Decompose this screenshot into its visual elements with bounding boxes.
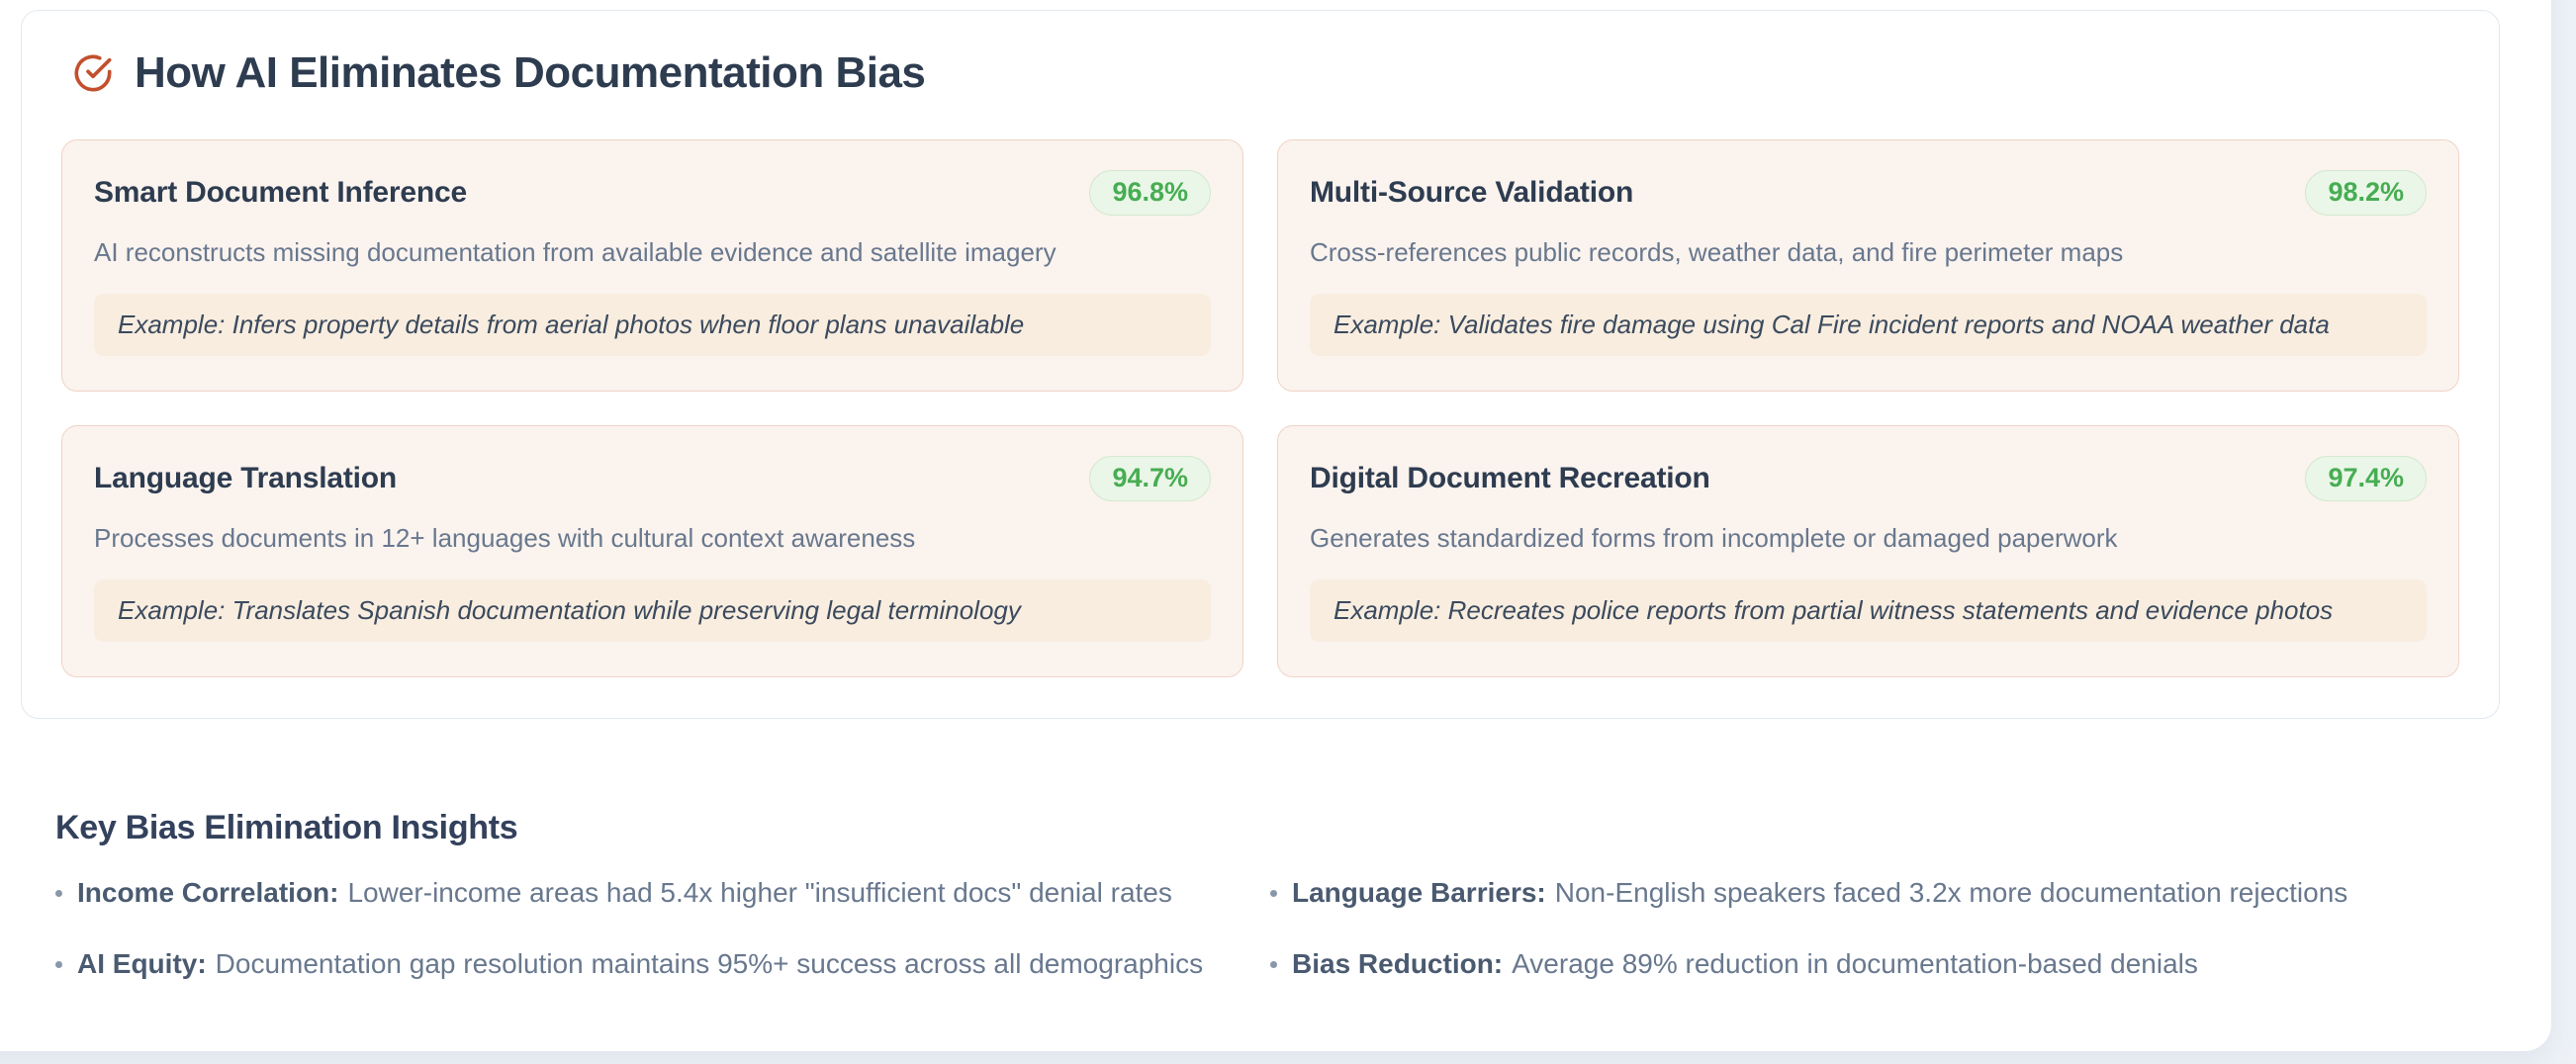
insights-section: Key Bias Elimination Insights Income Cor…	[55, 809, 2509, 980]
success-rate-badge: 98.2%	[2305, 170, 2427, 216]
features-grid: Smart Document Inference 96.8% AI recons…	[61, 139, 2459, 677]
insight-item-ai-equity: AI Equity: Documentation gap resolution …	[55, 948, 1270, 980]
bullet-dot	[1270, 960, 1277, 968]
feature-header: Language Translation 94.7%	[94, 456, 1211, 501]
insight-item-language-barriers: Language Barriers: Non-English speakers …	[1270, 877, 2509, 909]
example-text: Example: Translates Spanish documentatio…	[118, 594, 1021, 625]
example-text: Example: Validates fire damage using Cal…	[1334, 309, 2330, 339]
insight-item-income-correlation: Income Correlation: Lower-income areas h…	[55, 877, 1270, 909]
insights-heading: Key Bias Elimination Insights	[55, 809, 518, 846]
insight-text: Average 89% reduction in documentation-b…	[1512, 948, 2198, 979]
example-text: Example: Infers property details from ae…	[118, 309, 1025, 339]
insight-label: AI Equity:	[77, 948, 207, 979]
feature-description: AI reconstructs missing documentation fr…	[94, 236, 1057, 267]
success-rate-badge: 94.7%	[1089, 456, 1211, 501]
insights-grid: Income Correlation: Lower-income areas h…	[55, 877, 2509, 980]
feature-description: Generates standardized forms from incomp…	[1310, 522, 2118, 553]
feature-header: Smart Document Inference 96.8%	[94, 170, 1211, 216]
insight-label: Bias Reduction:	[1292, 948, 1504, 979]
example-box: Example: Infers property details from ae…	[94, 293, 1211, 356]
success-rate-badge: 97.4%	[2305, 456, 2427, 501]
feature-description: Processes documents in 12+ languages wit…	[94, 522, 916, 553]
example-box: Example: Translates Spanish documentatio…	[94, 578, 1211, 642]
bullet-dot	[55, 889, 62, 897]
check-circle-icon	[73, 53, 113, 93]
feature-card-smart-document-inference: Smart Document Inference 96.8% AI recons…	[61, 139, 1243, 392]
feature-header: Digital Document Recreation 97.4%	[1310, 456, 2427, 501]
success-rate-badge: 96.8%	[1089, 170, 1211, 216]
insight-text: Non-English speakers faced 3.2x more doc…	[1554, 877, 2348, 908]
section-title-row: How AI Eliminates Documentation Bias	[73, 48, 2459, 98]
insight-text: Documentation gap resolution maintains 9…	[215, 948, 1204, 979]
example-text: Example: Recreates police reports from p…	[1334, 594, 2334, 625]
insight-item-bias-reduction: Bias Reduction: Average 89% reduction in…	[1270, 948, 2509, 980]
bullet-dot	[55, 960, 62, 968]
feature-name: Smart Document Inference	[94, 175, 467, 209]
feature-card-digital-document-recreation: Digital Document Recreation 97.4% Genera…	[1277, 425, 2459, 677]
feature-header: Multi-Source Validation 98.2%	[1310, 170, 2427, 216]
documentation-bias-card: How AI Eliminates Documentation Bias Sma…	[21, 10, 2500, 719]
page-title: How AI Eliminates Documentation Bias	[135, 48, 926, 97]
feature-name: Digital Document Recreation	[1310, 461, 1710, 494]
example-box: Example: Validates fire damage using Cal…	[1310, 293, 2427, 356]
feature-name: Language Translation	[94, 461, 398, 494]
feature-name: Multi-Source Validation	[1310, 175, 1634, 209]
feature-description: Cross-references public records, weather…	[1310, 236, 2124, 267]
insight-label: Language Barriers:	[1292, 877, 1546, 908]
feature-card-multi-source-validation: Multi-Source Validation 98.2% Cross-refe…	[1277, 139, 2459, 392]
feature-card-language-translation: Language Translation 94.7% Processes doc…	[61, 425, 1243, 677]
insight-text: Lower-income areas had 5.4x higher "insu…	[347, 877, 1172, 908]
bullet-dot	[1270, 889, 1277, 897]
insight-label: Income Correlation:	[77, 877, 339, 908]
example-box: Example: Recreates police reports from p…	[1310, 578, 2427, 642]
